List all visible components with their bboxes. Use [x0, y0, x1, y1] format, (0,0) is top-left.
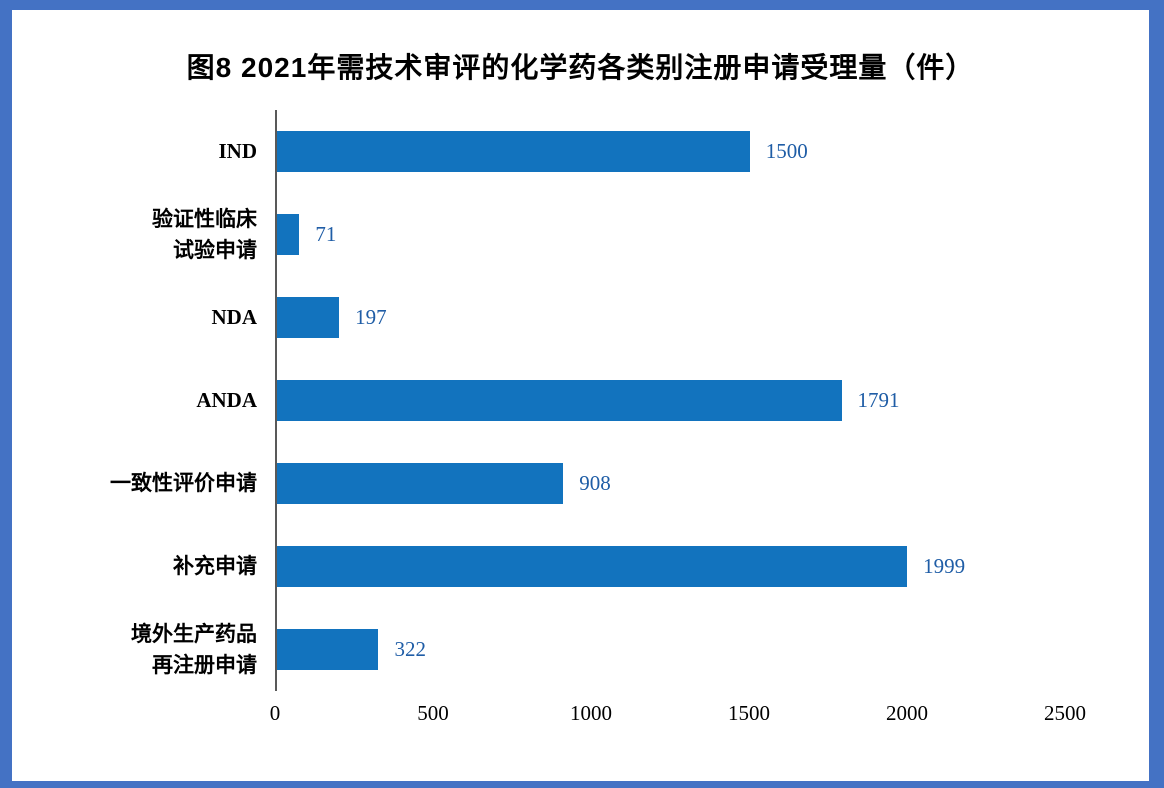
x-axis-spacer [12, 691, 275, 737]
x-axis-tick-label: 2000 [886, 701, 928, 725]
x-axis: 0 500 1000 1500 2000 2500 [12, 691, 1086, 737]
bar [277, 629, 379, 670]
chart-row: IND 1500 [12, 110, 1065, 193]
x-axis-tick-label: 500 [417, 701, 449, 725]
bar-track: 1500 [275, 110, 1065, 193]
chart-row: NDA 197 [12, 276, 1065, 359]
category-label: IND [12, 110, 275, 193]
x-axis-ticks: 0 500 1000 1500 2000 2500 [270, 691, 1086, 737]
chart-row: ANDA 1791 [12, 359, 1065, 442]
category-label-line: 境外生产药品 [131, 622, 257, 647]
chart-rows: IND 1500 验证性临床试验申请 71 NDA 197 ANDA 1791 一致性评价申请 9… [12, 110, 1065, 691]
bar [277, 131, 750, 172]
bar-track: 908 [275, 442, 1065, 525]
bar [277, 463, 564, 504]
category-label-line: 试验申请 [173, 237, 257, 262]
category-label: ANDA [12, 359, 275, 442]
category-label: 境外生产药品再注册申请 [12, 608, 275, 691]
x-axis-tick-label: 1500 [728, 701, 770, 725]
bar-track: 71 [275, 193, 1065, 276]
category-label: NDA [12, 276, 275, 359]
value-label: 322 [394, 637, 426, 661]
chart-row: 补充申请 1999 [12, 525, 1065, 608]
bar-track: 1999 [275, 525, 1065, 608]
bar-track: 322 [275, 608, 1065, 691]
category-label: 补充申请 [12, 525, 275, 608]
value-label: 908 [579, 471, 611, 495]
bar [277, 380, 842, 421]
category-label-line: 再注册申请 [152, 652, 257, 677]
chart-title: 图8 2021年需技术审评的化学药各类别注册申请受理量（件） [186, 52, 975, 83]
bar [277, 546, 908, 587]
value-label: 71 [315, 222, 337, 246]
category-label-line: 补充申请 [173, 554, 257, 579]
value-label: 197 [355, 305, 387, 329]
category-label: 验证性临床试验申请 [12, 193, 275, 276]
x-axis-tick-label: 0 [269, 701, 281, 725]
bar-track: 197 [275, 276, 1065, 359]
bar [277, 214, 300, 255]
category-label-line: IND [218, 139, 257, 164]
chart-row: 境外生产药品再注册申请 322 [12, 608, 1065, 691]
category-label-line: 验证性临床 [152, 207, 257, 232]
category-label-line: NDA [211, 305, 258, 330]
bar-chart: IND 1500 验证性临床试验申请 71 NDA 197 ANDA 1791 一致性评价申请 9… [12, 110, 1086, 737]
chart-panel: 图8 2021年需技术审评的化学药各类别注册申请受理量（件） IND 1500 验证… [12, 10, 1149, 781]
value-label: 1500 [765, 139, 808, 163]
chart-row: 验证性临床试验申请 71 [12, 193, 1065, 276]
x-axis-tick-label: 2500 [1044, 701, 1086, 725]
category-label: 一致性评价申请 [12, 442, 275, 525]
category-label-line: ANDA [196, 388, 257, 413]
value-label: 1999 [923, 554, 966, 578]
chart-row: 一致性评价申请 908 [12, 442, 1065, 525]
x-axis-tick-label: 1000 [570, 701, 612, 725]
value-label: 1791 [857, 388, 900, 412]
bar-track: 1791 [275, 359, 1065, 442]
bar [277, 297, 340, 338]
category-label-line: 一致性评价申请 [110, 471, 257, 496]
